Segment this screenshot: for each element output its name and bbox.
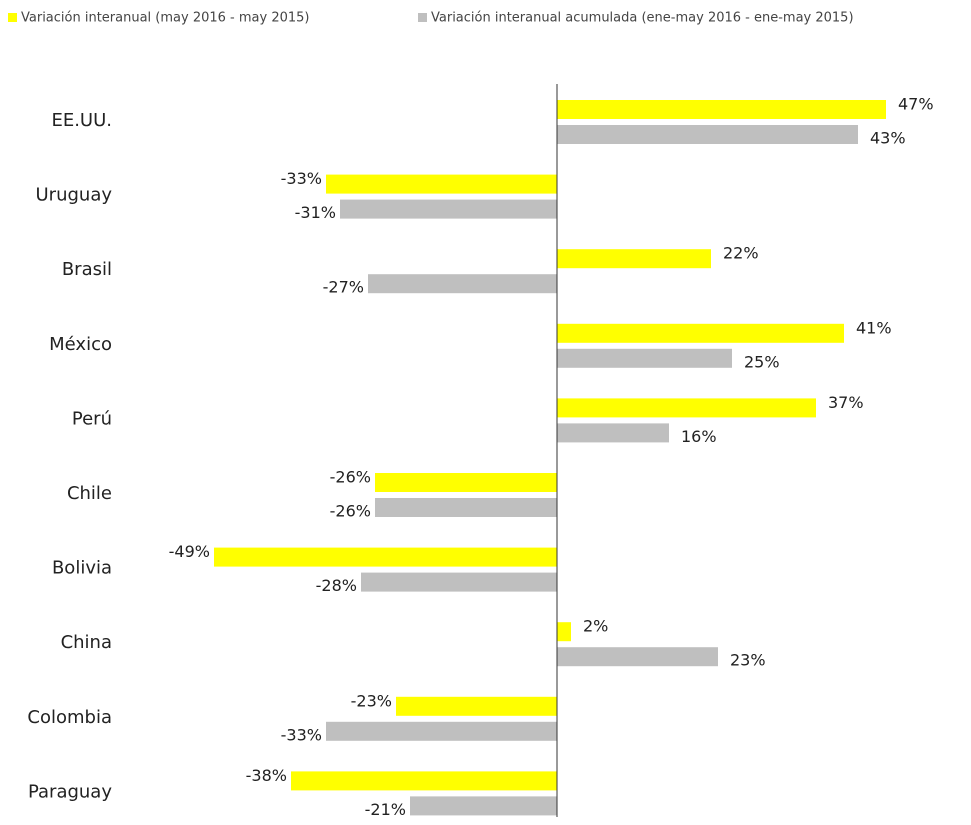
category-label: Colombia	[27, 707, 112, 728]
legend-label: Variación interanual (may 2016 - may 201…	[21, 11, 309, 26]
bar	[361, 572, 557, 592]
bar	[375, 473, 557, 492]
bar	[557, 622, 571, 642]
legend-swatch	[8, 13, 17, 22]
bar	[368, 274, 557, 294]
legend-label: Variación interanual acumulada (ene-may …	[431, 11, 854, 26]
bar	[557, 323, 844, 343]
bar	[557, 348, 732, 368]
category-label: EE.UU.	[51, 110, 112, 131]
bar	[557, 398, 816, 418]
category-label: China	[61, 632, 112, 653]
data-label: 23%	[730, 651, 766, 670]
data-label: -38%	[246, 766, 287, 785]
bar	[375, 498, 557, 517]
data-label: 16%	[681, 427, 717, 446]
bar	[214, 547, 557, 567]
data-label: -21%	[365, 800, 406, 819]
bar	[557, 125, 858, 144]
data-label: -49%	[169, 542, 210, 561]
data-label: 43%	[870, 129, 906, 148]
bar	[340, 199, 557, 219]
bar	[557, 100, 886, 119]
data-label: -27%	[323, 278, 364, 297]
category-label: Perú	[72, 408, 112, 429]
bar	[410, 796, 557, 816]
data-label: 2%	[583, 617, 608, 636]
data-label: -28%	[316, 576, 357, 595]
category-label: Uruguay	[36, 185, 113, 206]
data-label: 25%	[744, 352, 780, 371]
bar	[557, 249, 711, 269]
data-label: 47%	[898, 95, 934, 114]
bar	[326, 174, 557, 194]
category-label: Bolivia	[52, 558, 112, 579]
category-label: Brasil	[62, 259, 112, 280]
bar	[557, 647, 718, 667]
bar	[557, 423, 669, 443]
category-label: Paraguay	[28, 781, 112, 802]
data-label: -33%	[281, 725, 322, 744]
data-label: -31%	[295, 203, 336, 222]
bar	[326, 721, 557, 741]
bar	[291, 771, 557, 791]
category-label: Chile	[67, 483, 112, 504]
legend-swatch	[418, 13, 427, 22]
bar	[396, 696, 557, 716]
data-label: -26%	[330, 468, 371, 487]
data-label: -26%	[330, 502, 371, 521]
data-label: -23%	[351, 691, 392, 710]
data-label: 37%	[828, 393, 864, 412]
category-label: México	[49, 334, 112, 355]
data-label: 41%	[856, 318, 892, 337]
data-label: -33%	[281, 169, 322, 188]
data-label: 22%	[723, 244, 759, 263]
